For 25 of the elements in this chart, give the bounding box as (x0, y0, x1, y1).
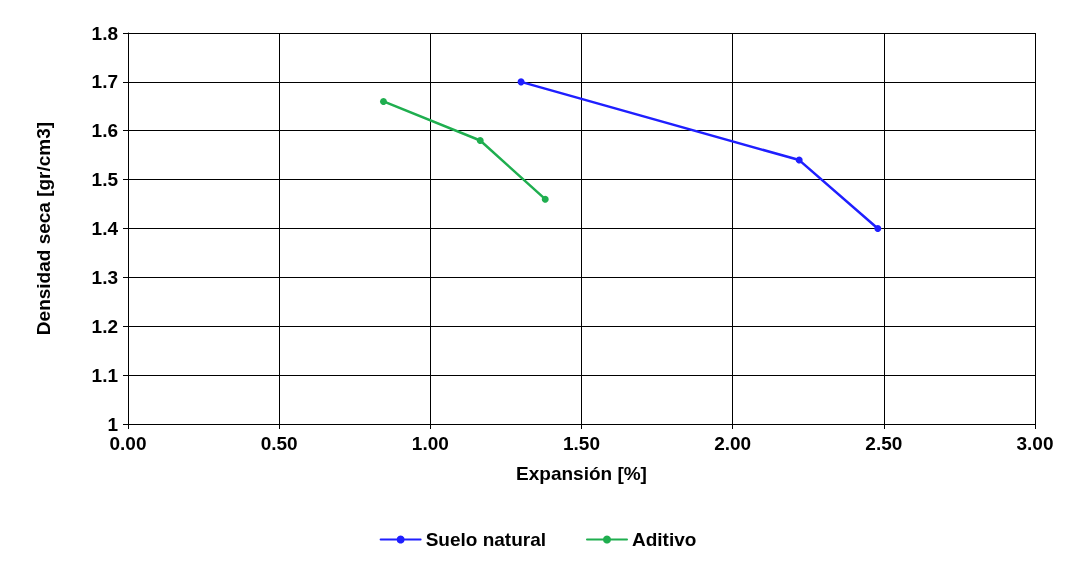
x-tick-label: 0.50 (260, 433, 298, 454)
point (795, 156, 803, 164)
y-tick-label: 1.8 (91, 22, 118, 44)
x-axis-title: Expansión [%] (516, 463, 647, 484)
x-tick-label: 2.50 (865, 433, 903, 454)
y-tick-label: 1.1 (91, 364, 119, 386)
legend-label: Aditivo (631, 529, 697, 550)
x-tick-label: 1.00 (411, 433, 449, 454)
y-tick-label: 1.3 (91, 266, 118, 288)
y-tick-label: 1.2 (91, 315, 118, 337)
x-tick-label: 2.00 (714, 433, 752, 454)
x-tick-label: 1.50 (563, 433, 600, 454)
y-tick-label: 1.7 (91, 71, 118, 93)
point (874, 225, 882, 232)
point (476, 137, 484, 145)
x-tick-label: 3.00 (1016, 433, 1054, 454)
point (541, 195, 549, 203)
y-axis-title: Densidad seca [gr/cm3] (33, 121, 54, 336)
y-tick-label: 1.6 (91, 120, 118, 142)
y-tick-label: 1.4 (91, 218, 119, 239)
legend-label: Suelo natural (425, 529, 546, 550)
x-tick-label: 0.00 (109, 433, 147, 454)
point (379, 97, 387, 105)
y-tick-label: 1 (107, 413, 119, 435)
y-tick-label: 1.5 (91, 169, 119, 191)
